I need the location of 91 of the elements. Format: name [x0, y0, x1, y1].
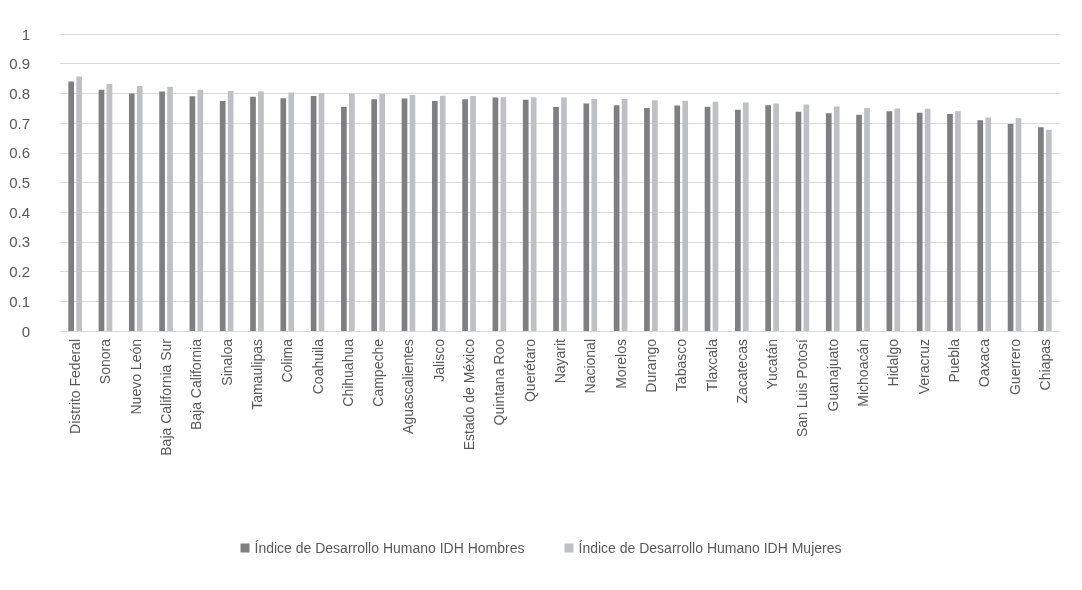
x-tick-label: Hidalgo [885, 338, 902, 387]
x-tick-label: Veracruz [915, 339, 932, 395]
bar [431, 101, 438, 331]
y-tick-label: 0.6 [9, 144, 30, 162]
bar [773, 103, 779, 331]
x-tick-label: Tlaxcala [703, 338, 720, 392]
bar [591, 99, 598, 331]
x-tick-label: Morelos [612, 339, 629, 389]
bar [280, 98, 287, 331]
bar [955, 111, 961, 331]
x-tick-label: Sinaloa [218, 338, 235, 386]
bar [288, 92, 295, 331]
x-tick-label: Nuevo León [127, 339, 144, 415]
x-tick-label: Chihuahua [339, 338, 356, 407]
x-tick-label: Durango [642, 338, 659, 393]
bar [136, 85, 143, 331]
bar [439, 95, 446, 331]
x-tick-label: Guanajuato [824, 338, 841, 412]
bar [76, 76, 82, 331]
bar [1045, 129, 1052, 331]
y-tick-label: 0.8 [9, 84, 30, 102]
bar [349, 93, 355, 331]
bar [833, 106, 840, 331]
bar [916, 112, 923, 331]
x-tick-label: Tabasco [673, 338, 690, 392]
x-tick-label: Chiapas [1036, 339, 1053, 391]
x-tick-label: Jalisco [430, 338, 447, 382]
x-tick-label: Zacatecas [733, 339, 750, 404]
x-tick-label: Michoacán [855, 339, 872, 407]
bar [583, 103, 590, 331]
bar [470, 96, 476, 331]
y-tick-label: 0.1 [9, 292, 30, 310]
bar [742, 102, 749, 331]
y-tick-label: 0 [21, 322, 30, 340]
bar [553, 107, 559, 331]
bar [977, 120, 984, 331]
bar [371, 99, 378, 331]
bar [682, 100, 689, 331]
x-tick-label: Colima [279, 338, 296, 383]
x-tick-label: Guerrero [1006, 338, 1023, 396]
bar [379, 93, 385, 331]
x-tick-label: Campeche [370, 338, 387, 407]
y-tick-label: 0.7 [9, 114, 30, 132]
x-tick-label: Tamaulipas [248, 339, 265, 410]
bar [856, 114, 862, 331]
bar [462, 99, 468, 331]
bar [68, 81, 75, 331]
bar [530, 97, 537, 331]
x-tick-label: Nacional [582, 339, 599, 394]
bar [522, 99, 529, 331]
bar [765, 105, 771, 331]
bar [985, 117, 992, 331]
x-tick-label: Yucatán [764, 339, 781, 390]
x-tick-label: Querétaro [521, 338, 538, 403]
x-tick-label: Nayarit [552, 338, 568, 384]
bar [644, 107, 650, 331]
y-tick-label: 0.5 [9, 174, 30, 191]
x-tick-label: Estado de México [461, 338, 478, 451]
bar [674, 105, 681, 331]
legend-label: Índice de Desarrollo Humano IDH Hombres [254, 540, 525, 556]
y-tick-label: 0.3 [9, 233, 30, 251]
x-tick-label: Oaxaca [976, 338, 993, 388]
bar [167, 86, 173, 331]
x-tick-label: Distrito Federal [67, 339, 84, 434]
x-tick-label: Puebla [945, 338, 962, 383]
y-tick-label: 0.2 [9, 263, 30, 281]
bar [341, 106, 347, 331]
bar [561, 97, 567, 331]
bar [894, 108, 901, 331]
y-tick-label: 0.9 [9, 55, 30, 73]
x-tick-label: Baja California Sur [158, 338, 175, 456]
x-tick-label: Quintana Roo [491, 338, 508, 426]
x-tick-label: Aguascalientes [400, 339, 417, 434]
x-tick-label: Coahuila [309, 338, 326, 395]
bar [947, 113, 953, 331]
y-tick-label: 0.4 [9, 203, 30, 221]
bar [864, 107, 870, 331]
bar [1038, 127, 1044, 331]
bar [219, 101, 226, 331]
x-tick-label: San Luis Potosí [794, 338, 811, 438]
x-tick-label: Baja California [188, 338, 205, 431]
bar [652, 100, 658, 331]
legend-label: Índice de Desarrollo Humano IDH Mujeres [578, 540, 842, 556]
bar [258, 91, 264, 331]
x-tick-label: Sonora [97, 338, 114, 385]
bar [735, 109, 741, 331]
bar [250, 96, 256, 331]
bar [159, 91, 165, 331]
y-tick-label: 1 [21, 25, 30, 43]
bar [825, 113, 832, 331]
bar [128, 93, 135, 331]
